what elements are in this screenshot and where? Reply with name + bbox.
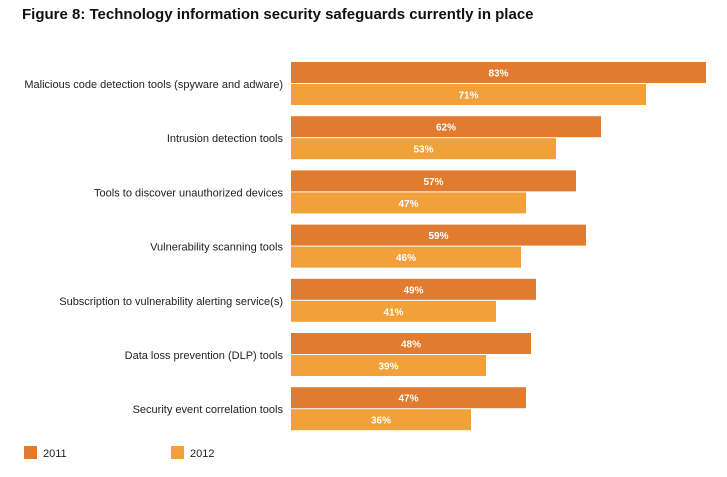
bar-value-label: 83% xyxy=(488,69,508,80)
bar-2011-tools-to-discover-unauthorized-devices xyxy=(291,170,576,192)
bar-group-tools-to-discover-unauthorized-devices: 57% 47% Tools to discover unauthorized dev… xyxy=(94,170,576,214)
bar-2012-vulnerability-scanning-tools xyxy=(291,246,521,268)
legend-label: 2012 xyxy=(190,448,214,460)
bar-2012-subscription-to-vulnerability-alerting-service-s xyxy=(291,300,496,322)
bar-2012-malicious-code-detection-tools-spyware-and-adware xyxy=(291,84,646,105)
bar-group-vulnerability-scanning-tools: 59% 46% Vulnerability scanning tools xyxy=(150,224,586,268)
bar-2011-subscription-to-vulnerability-alerting-service-s xyxy=(291,278,536,300)
bar-value-label: 49% xyxy=(403,285,423,296)
bar-value-label: 46% xyxy=(396,253,416,264)
bar-2012-security-event-correlation-tools xyxy=(291,409,471,431)
category-label: Vulnerability scanning tools xyxy=(150,242,283,254)
chart-title: Figure 8: Technology information securit… xyxy=(22,6,534,23)
legend-label: 2011 xyxy=(43,448,67,460)
bar-2011-malicious-code-detection-tools-spyware-and-adware xyxy=(291,62,706,83)
bar-group-malicious-code-detection-tools-spyware-and-adware: 83% 71% Malicious code detection tools (sp… xyxy=(24,62,706,105)
bar-value-label: 39% xyxy=(378,362,398,373)
bar-value-label: 47% xyxy=(398,199,418,210)
bar-value-label: 41% xyxy=(383,307,403,318)
bar-value-label: 57% xyxy=(423,177,443,188)
bar-value-label: 48% xyxy=(401,340,421,351)
legend-item-2012: 2012 xyxy=(171,446,214,460)
legend-swatch xyxy=(171,446,184,459)
bar-group-subscription-to-vulnerability-alerting-service-s: 49%41% Subscription to vulnerability aler… xyxy=(59,278,536,322)
category-label: Intrusion detection tools xyxy=(167,133,284,145)
legend: 2011 2012 xyxy=(24,446,214,460)
bar-value-label: 71% xyxy=(458,91,478,102)
legend-item-2011: 2011 xyxy=(24,446,67,460)
bar-group-intrusion-detection-tools: 62%53% Intrusion detection tools xyxy=(167,116,601,160)
bar-2012-data-loss-prevention-dlp-tools xyxy=(291,355,486,376)
bar-2012-tools-to-discover-unauthorized-devices xyxy=(291,192,526,214)
bar-2011-intrusion-detection-tools xyxy=(291,116,601,138)
bar-value-label: 59% xyxy=(428,231,448,242)
category-label: Security event correlation tools xyxy=(133,404,284,416)
bar-group-security-event-correlation-tools: 47% 36% Security event correlation tools xyxy=(133,387,526,431)
bar-value-label: 62% xyxy=(436,123,456,134)
bar-2011-vulnerability-scanning-tools xyxy=(291,224,586,246)
legend-swatch xyxy=(24,446,37,459)
category-label: Tools to discover unauthorized devices xyxy=(94,187,283,199)
bar-value-label: 53% xyxy=(413,145,433,156)
category-label: Subscription to vulnerability alerting s… xyxy=(59,296,283,308)
category-label: Malicious code detection tools (spyware … xyxy=(24,79,283,91)
bar-value-label: 47% xyxy=(398,394,418,405)
category-label: Data loss prevention (DLP) tools xyxy=(125,350,284,362)
bar-2011-security-event-correlation-tools xyxy=(291,387,526,409)
bar-value-label: 36% xyxy=(371,416,391,427)
bar-2011-data-loss-prevention-dlp-tools xyxy=(291,333,531,354)
bars-layer: 83% 71% Malicious code detection tools (sp… xyxy=(24,62,706,431)
bar-group-data-loss-prevention-dlp-tools: 48%39% Data loss prevention (DLP) tools xyxy=(125,333,531,376)
bar-2012-intrusion-detection-tools xyxy=(291,138,556,160)
